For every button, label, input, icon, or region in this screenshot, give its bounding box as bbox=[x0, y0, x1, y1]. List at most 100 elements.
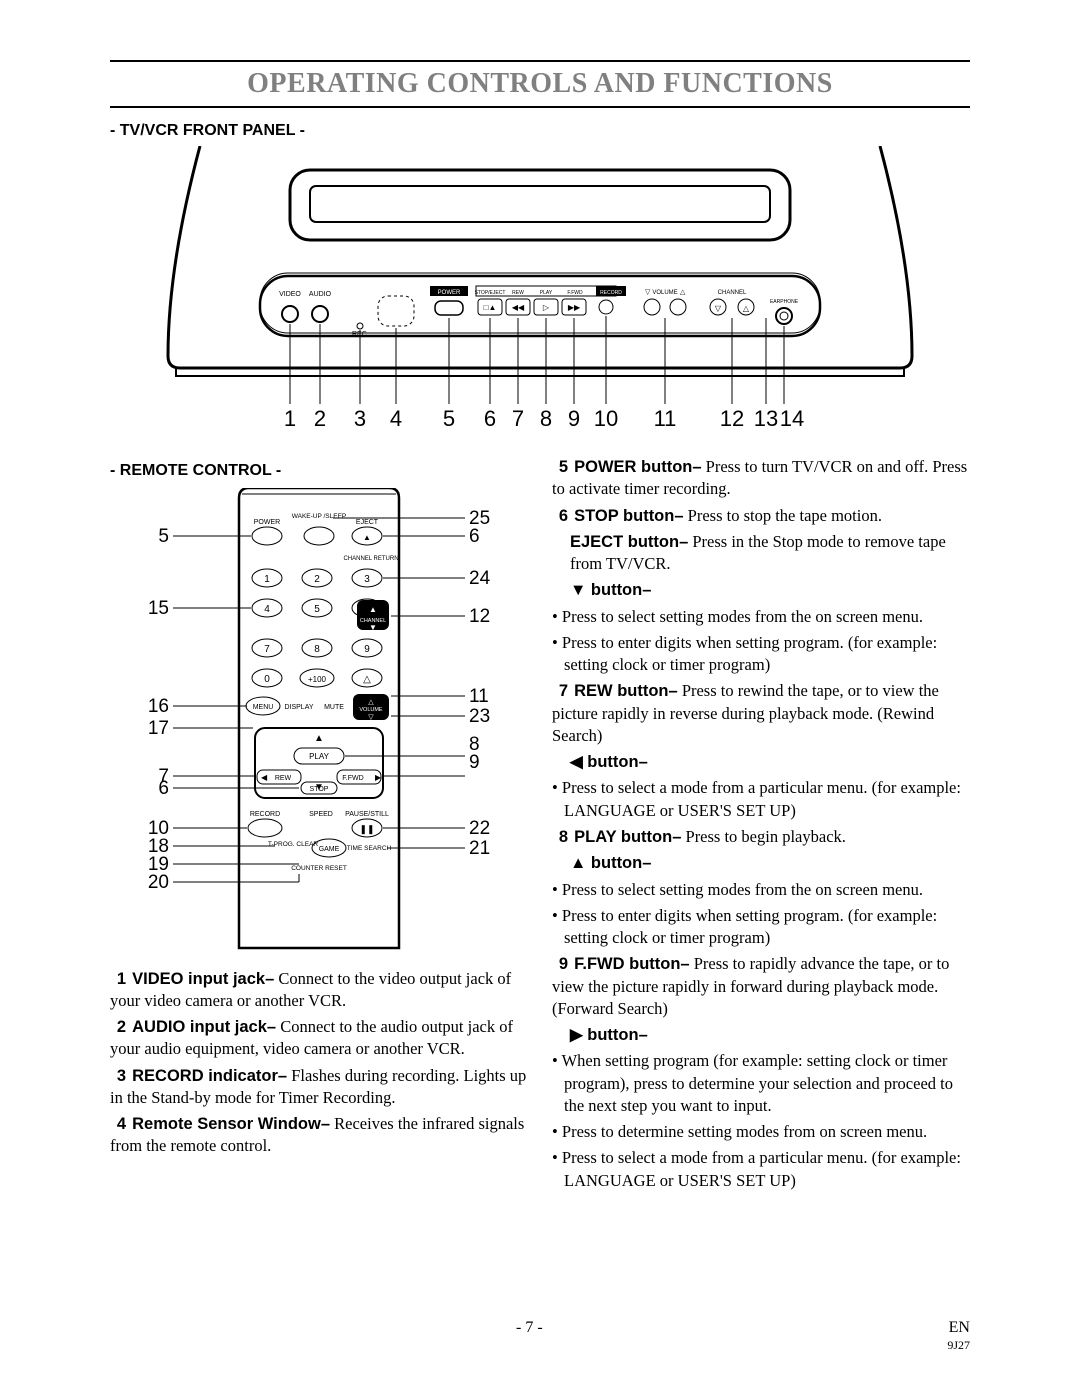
svg-text:◀◀: ◀◀ bbox=[512, 303, 525, 312]
svg-text:3: 3 bbox=[364, 574, 370, 585]
svg-text:21: 21 bbox=[469, 838, 490, 859]
svg-text:▼: ▼ bbox=[369, 623, 377, 632]
svg-text:△: △ bbox=[743, 304, 750, 313]
item-4: 4 Remote Sensor Window– Receives the inf… bbox=[110, 1113, 528, 1158]
svg-text:6: 6 bbox=[469, 526, 480, 547]
svg-text:EJECT: EJECT bbox=[356, 519, 379, 526]
svg-text:POWER: POWER bbox=[254, 519, 280, 526]
svg-text:RECORD: RECORD bbox=[250, 811, 280, 818]
svg-text:9: 9 bbox=[568, 406, 580, 431]
svg-text:▶: ▶ bbox=[375, 773, 382, 782]
svg-text:COUNTER RESET: COUNTER RESET bbox=[291, 865, 347, 872]
right-bullet-3: • Press to select a mode from a particul… bbox=[552, 1147, 970, 1192]
svg-text:◀: ◀ bbox=[261, 773, 268, 782]
svg-text:▲: ▲ bbox=[363, 533, 371, 542]
svg-text:PLAY: PLAY bbox=[309, 752, 330, 761]
svg-text:8: 8 bbox=[314, 644, 320, 655]
item-1: 1 VIDEO input jack– Connect to the video… bbox=[110, 968, 528, 1013]
svg-text:9: 9 bbox=[364, 644, 370, 655]
svg-text:7: 7 bbox=[512, 406, 524, 431]
svg-text:4: 4 bbox=[264, 604, 270, 615]
item-3: 3 RECORD indicator– Flashes during recor… bbox=[110, 1065, 528, 1110]
svg-text:CHANNEL: CHANNEL bbox=[718, 290, 747, 296]
remote-heading: - REMOTE CONTROL - bbox=[110, 460, 528, 482]
svg-text:2: 2 bbox=[314, 574, 320, 585]
svg-text:△: △ bbox=[363, 674, 371, 685]
right-column: 5 POWER button– Press to turn TV/VCR on … bbox=[552, 456, 970, 1196]
svg-text:REW: REW bbox=[512, 290, 524, 296]
svg-text:11: 11 bbox=[469, 686, 489, 707]
svg-text:SPEED: SPEED bbox=[309, 811, 333, 818]
up-bullet-2: • Press to enter digits when setting pro… bbox=[552, 905, 970, 950]
left-bullet-1: • Press to select a mode from a particul… bbox=[552, 777, 970, 822]
svg-text:4: 4 bbox=[390, 406, 402, 431]
svg-text:PAUSE/STILL: PAUSE/STILL bbox=[345, 811, 389, 818]
svg-text:CHANNEL RETURN: CHANNEL RETURN bbox=[343, 556, 398, 562]
remote-figure: POWER WAKE-UP /SLEEP EJECT ▲ CHANNEL RET… bbox=[110, 488, 528, 958]
svg-text:16: 16 bbox=[148, 696, 169, 717]
svg-text:RECORD: RECORD bbox=[600, 290, 622, 296]
svg-text:WAKE-UP /SLEEP: WAKE-UP /SLEEP bbox=[292, 513, 347, 520]
svg-text:▲: ▲ bbox=[369, 605, 377, 614]
svg-text:7: 7 bbox=[264, 644, 270, 655]
svg-text:14: 14 bbox=[780, 406, 804, 431]
svg-text:12: 12 bbox=[469, 606, 490, 627]
svg-text:▲: ▲ bbox=[314, 733, 324, 744]
front-panel-heading: - TV/VCR FRONT PANEL - bbox=[110, 122, 970, 140]
svg-text:MUTE: MUTE bbox=[324, 704, 344, 711]
right-bullet-1: • When setting program (for example: set… bbox=[552, 1050, 970, 1117]
svg-text:MENU: MENU bbox=[253, 704, 274, 711]
svg-text:STOP/EJECT: STOP/EJECT bbox=[475, 290, 506, 296]
svg-text:T-PROG. CLEAR: T-PROG. CLEAR bbox=[268, 841, 319, 848]
svg-text:13: 13 bbox=[754, 406, 778, 431]
item-7: 7 REW button– Press to rewind the tape, … bbox=[552, 680, 970, 747]
svg-text:6: 6 bbox=[158, 778, 169, 799]
svg-text:VOLUME: VOLUME bbox=[359, 707, 383, 713]
page-language: EN bbox=[949, 1319, 970, 1337]
svg-text:11: 11 bbox=[654, 406, 677, 431]
page-number: - 7 - bbox=[516, 1319, 543, 1337]
svg-text:▶▶: ▶▶ bbox=[568, 303, 581, 312]
down-button-head: ▼ button– bbox=[552, 579, 970, 601]
svg-text:VOLUME: VOLUME bbox=[652, 290, 677, 296]
svg-text:20: 20 bbox=[148, 872, 169, 893]
svg-text:PLAY: PLAY bbox=[540, 290, 553, 296]
svg-text:23: 23 bbox=[469, 706, 490, 727]
svg-text:TIME SEARCH: TIME SEARCH bbox=[347, 845, 392, 852]
down-bullet-2: • Press to enter digits when setting pro… bbox=[552, 632, 970, 677]
svg-text:5: 5 bbox=[314, 604, 320, 615]
svg-text:+100: +100 bbox=[308, 675, 327, 684]
svg-text:F.FWD: F.FWD bbox=[567, 290, 583, 296]
left-column: - REMOTE CONTROL - POWER WAKE-UP /SLEEP … bbox=[110, 456, 528, 1196]
svg-text:12: 12 bbox=[720, 406, 744, 431]
manual-page: OPERATING CONTROLS AND FUNCTIONS - TV/VC… bbox=[0, 0, 1080, 1397]
down-bullet-1: • Press to select setting modes from the… bbox=[552, 606, 970, 628]
svg-text:REW: REW bbox=[275, 775, 292, 782]
svg-text:△: △ bbox=[368, 699, 374, 706]
page-code: 9J27 bbox=[947, 1338, 970, 1353]
svg-text:15: 15 bbox=[148, 598, 169, 619]
svg-text:1: 1 bbox=[284, 406, 296, 431]
page-title: OPERATING CONTROLS AND FUNCTIONS bbox=[110, 60, 970, 108]
svg-text:5: 5 bbox=[443, 406, 455, 431]
svg-text:24: 24 bbox=[469, 568, 491, 589]
up-bullet-1: • Press to select setting modes from the… bbox=[552, 879, 970, 901]
item-6-eject: EJECT button– Press in the Stop mode to … bbox=[552, 531, 970, 576]
svg-text:▽: ▽ bbox=[715, 304, 722, 313]
item-6: 6 STOP button– Press to stop the tape mo… bbox=[552, 505, 970, 527]
item-5: 5 POWER button– Press to turn TV/VCR on … bbox=[552, 456, 970, 501]
svg-text:VIDEO: VIDEO bbox=[279, 291, 301, 298]
left-button-head: ◀ button– bbox=[552, 751, 970, 773]
svg-text:6: 6 bbox=[484, 406, 496, 431]
svg-text:3: 3 bbox=[354, 406, 366, 431]
svg-text:△: △ bbox=[680, 289, 686, 296]
page-footer: - 7 - EN bbox=[0, 1319, 1080, 1337]
svg-text:❚❚: ❚❚ bbox=[359, 824, 374, 835]
right-bullet-2: • Press to determine setting modes from … bbox=[552, 1121, 970, 1143]
up-button-head: ▲ button– bbox=[552, 852, 970, 874]
svg-text:2: 2 bbox=[314, 406, 326, 431]
svg-text:1: 1 bbox=[264, 574, 270, 585]
svg-text:9: 9 bbox=[469, 752, 480, 773]
svg-text:REC: REC bbox=[352, 331, 367, 338]
svg-text:EARPHONE: EARPHONE bbox=[770, 299, 799, 305]
